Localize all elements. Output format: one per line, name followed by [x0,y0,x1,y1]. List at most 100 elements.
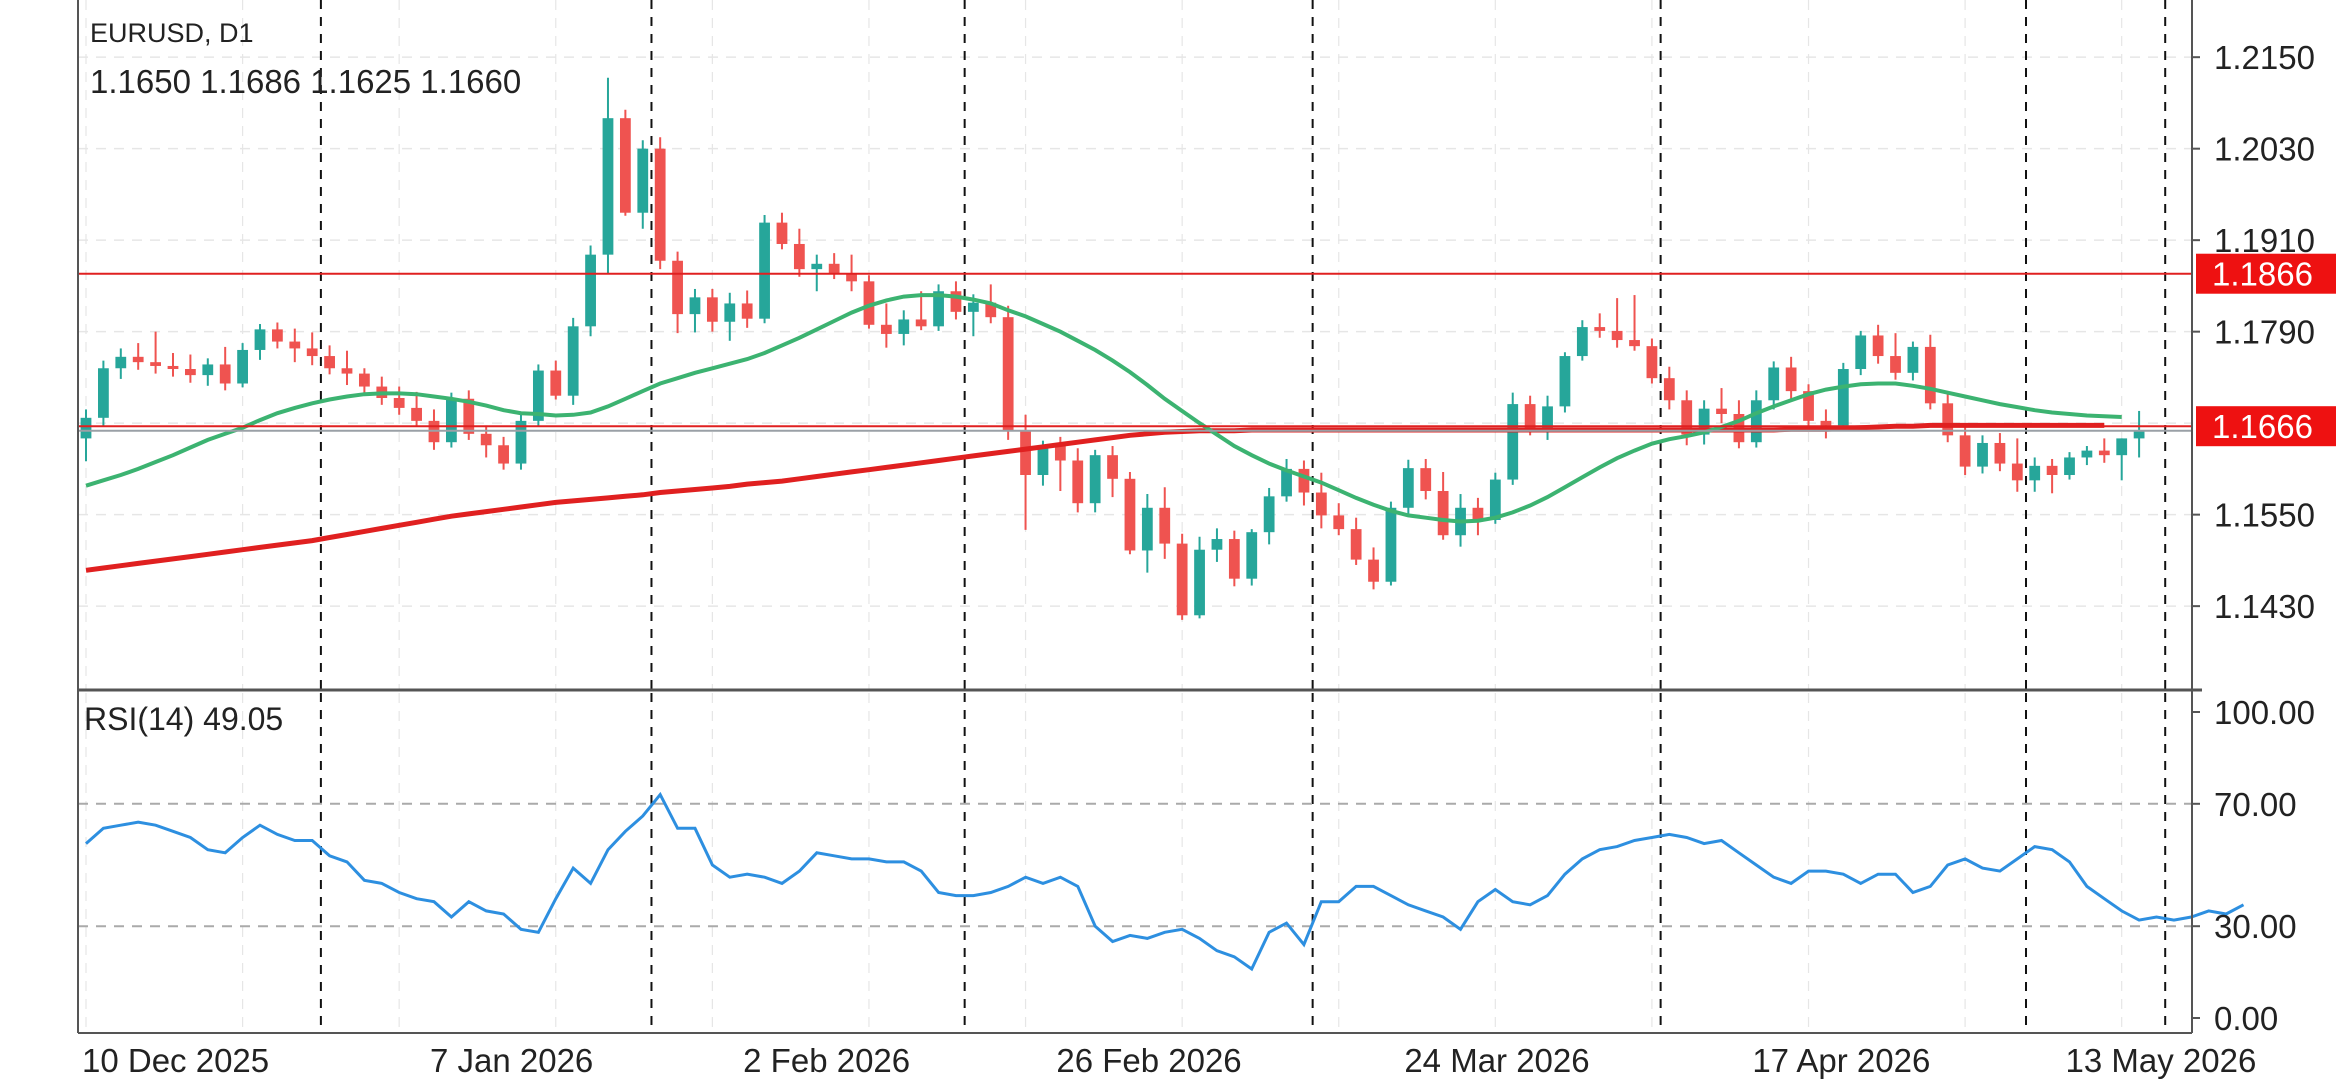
candle[interactable] [515,414,527,470]
level-price-tag[interactable]: 1.1866 [2196,253,2336,294]
candle[interactable] [689,288,701,333]
candle[interactable] [1176,533,1188,620]
candle[interactable] [1507,392,1519,485]
candle[interactable] [289,328,301,363]
candle[interactable] [428,409,440,450]
candle[interactable] [1629,295,1640,351]
candle[interactable] [358,368,370,396]
candle[interactable] [132,343,144,370]
price-panel[interactable]: 1.1866 1.1666 EURUSD, D1 1.1650 1.1686 1.… [78,0,2336,690]
candle[interactable] [1107,446,1118,498]
candle[interactable] [724,292,736,341]
candle[interactable] [1959,425,1971,475]
candle[interactable] [637,140,649,229]
candle[interactable] [1785,356,1797,402]
candle[interactable] [115,348,127,379]
candle[interactable] [1750,390,1762,448]
candle[interactable] [550,360,562,400]
candle[interactable] [1420,458,1432,500]
candle[interactable] [1803,384,1814,430]
candle[interactable] [898,310,910,346]
candle[interactable] [706,288,718,332]
candle[interactable] [1141,494,1153,573]
candle[interactable] [219,346,231,391]
candle[interactable] [567,317,579,405]
candle[interactable] [1246,529,1258,586]
candle[interactable] [1002,305,1014,440]
candle[interactable] [1124,471,1136,555]
candle[interactable] [1594,313,1606,338]
candle[interactable] [1281,458,1292,502]
candle[interactable] [2081,446,2093,466]
candle[interactable] [1089,449,1101,513]
candle[interactable] [793,228,805,277]
candle[interactable] [1907,341,1919,381]
candle[interactable] [1020,414,1031,530]
candle[interactable] [376,376,388,405]
candle[interactable] [1924,334,1936,410]
candle[interactable] [863,275,875,329]
candle[interactable] [828,253,840,280]
candle[interactable] [2098,438,2110,463]
candle[interactable] [1489,472,1501,524]
candle[interactable] [1559,352,1571,413]
candle[interactable] [1472,497,1484,536]
candle[interactable] [1385,501,1397,586]
candle[interactable] [1211,528,1223,562]
candle[interactable] [98,360,109,427]
candles[interactable] [80,77,2145,620]
candle[interactable] [1542,395,1553,440]
candle[interactable] [306,332,318,366]
candle[interactable] [393,386,405,415]
candle[interactable] [2116,438,2128,481]
candle[interactable] [1890,333,1901,380]
candle[interactable] [950,281,962,320]
rsi-panel[interactable]: RSI(14) 49.05 [78,693,2245,1033]
candle[interactable] [1576,320,1588,361]
candle[interactable] [2064,452,2075,480]
candle[interactable] [463,390,475,440]
candle[interactable] [880,303,892,348]
candle[interactable] [1228,530,1240,587]
candle[interactable] [1368,547,1379,590]
candle[interactable] [1820,409,1832,439]
candle[interactable] [324,345,335,375]
candle[interactable] [1942,391,1954,443]
candle[interactable] [1350,517,1362,565]
candle[interactable] [1072,448,1084,513]
candle[interactable] [1663,366,1675,410]
candle[interactable] [933,284,944,331]
candle[interactable] [1611,298,1623,348]
candle[interactable] [1194,536,1205,619]
candle[interactable] [1994,433,2006,472]
candle[interactable] [1402,459,1414,515]
candle[interactable] [585,245,596,337]
candle[interactable] [1768,361,1780,410]
candle[interactable] [80,409,92,462]
candle[interactable] [741,290,753,328]
candle[interactable] [1977,435,1988,474]
candle[interactable] [602,77,614,274]
candle[interactable] [185,354,196,383]
candle[interactable] [776,212,788,250]
candle[interactable] [1698,400,1710,445]
candle[interactable] [1437,471,1449,540]
candle[interactable] [915,291,927,331]
candle[interactable] [672,251,683,334]
candle[interactable] [150,331,161,374]
candle[interactable] [532,364,544,427]
candle[interactable] [1263,487,1275,545]
price-levels[interactable]: 1.1866 1.1666 [78,253,2336,447]
candle[interactable] [2133,410,2145,458]
candle[interactable] [498,436,509,470]
candle[interactable] [341,350,353,386]
candle[interactable] [445,392,457,448]
candle[interactable] [1298,460,1310,506]
candle[interactable] [759,215,770,324]
candle[interactable] [1855,330,1867,376]
candle[interactable] [1333,503,1345,536]
candle[interactable] [167,353,179,377]
level-price-tag[interactable]: 1.1666 [2196,406,2336,447]
candle[interactable] [271,322,283,349]
candle[interactable] [654,137,666,270]
